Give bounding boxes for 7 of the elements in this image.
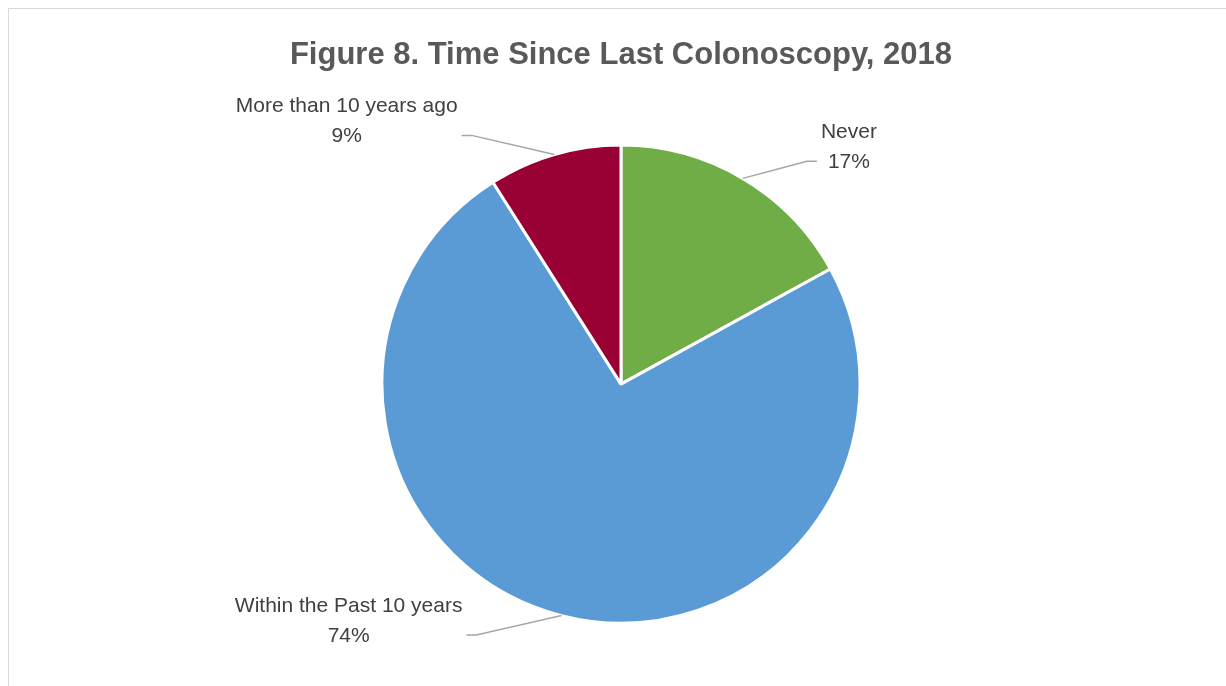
- data-label: 17%: [827, 148, 870, 172]
- slice-label: More than 10 years ago: [235, 93, 458, 117]
- data-label: 74%: [327, 622, 370, 646]
- chart-title: Figure 8. Time Since Last Colonoscopy, 2018: [289, 36, 953, 72]
- slice-label: Never: [820, 118, 877, 142]
- data-label: 9%: [331, 123, 362, 147]
- slice-label: Within the Past 10 years: [234, 592, 463, 616]
